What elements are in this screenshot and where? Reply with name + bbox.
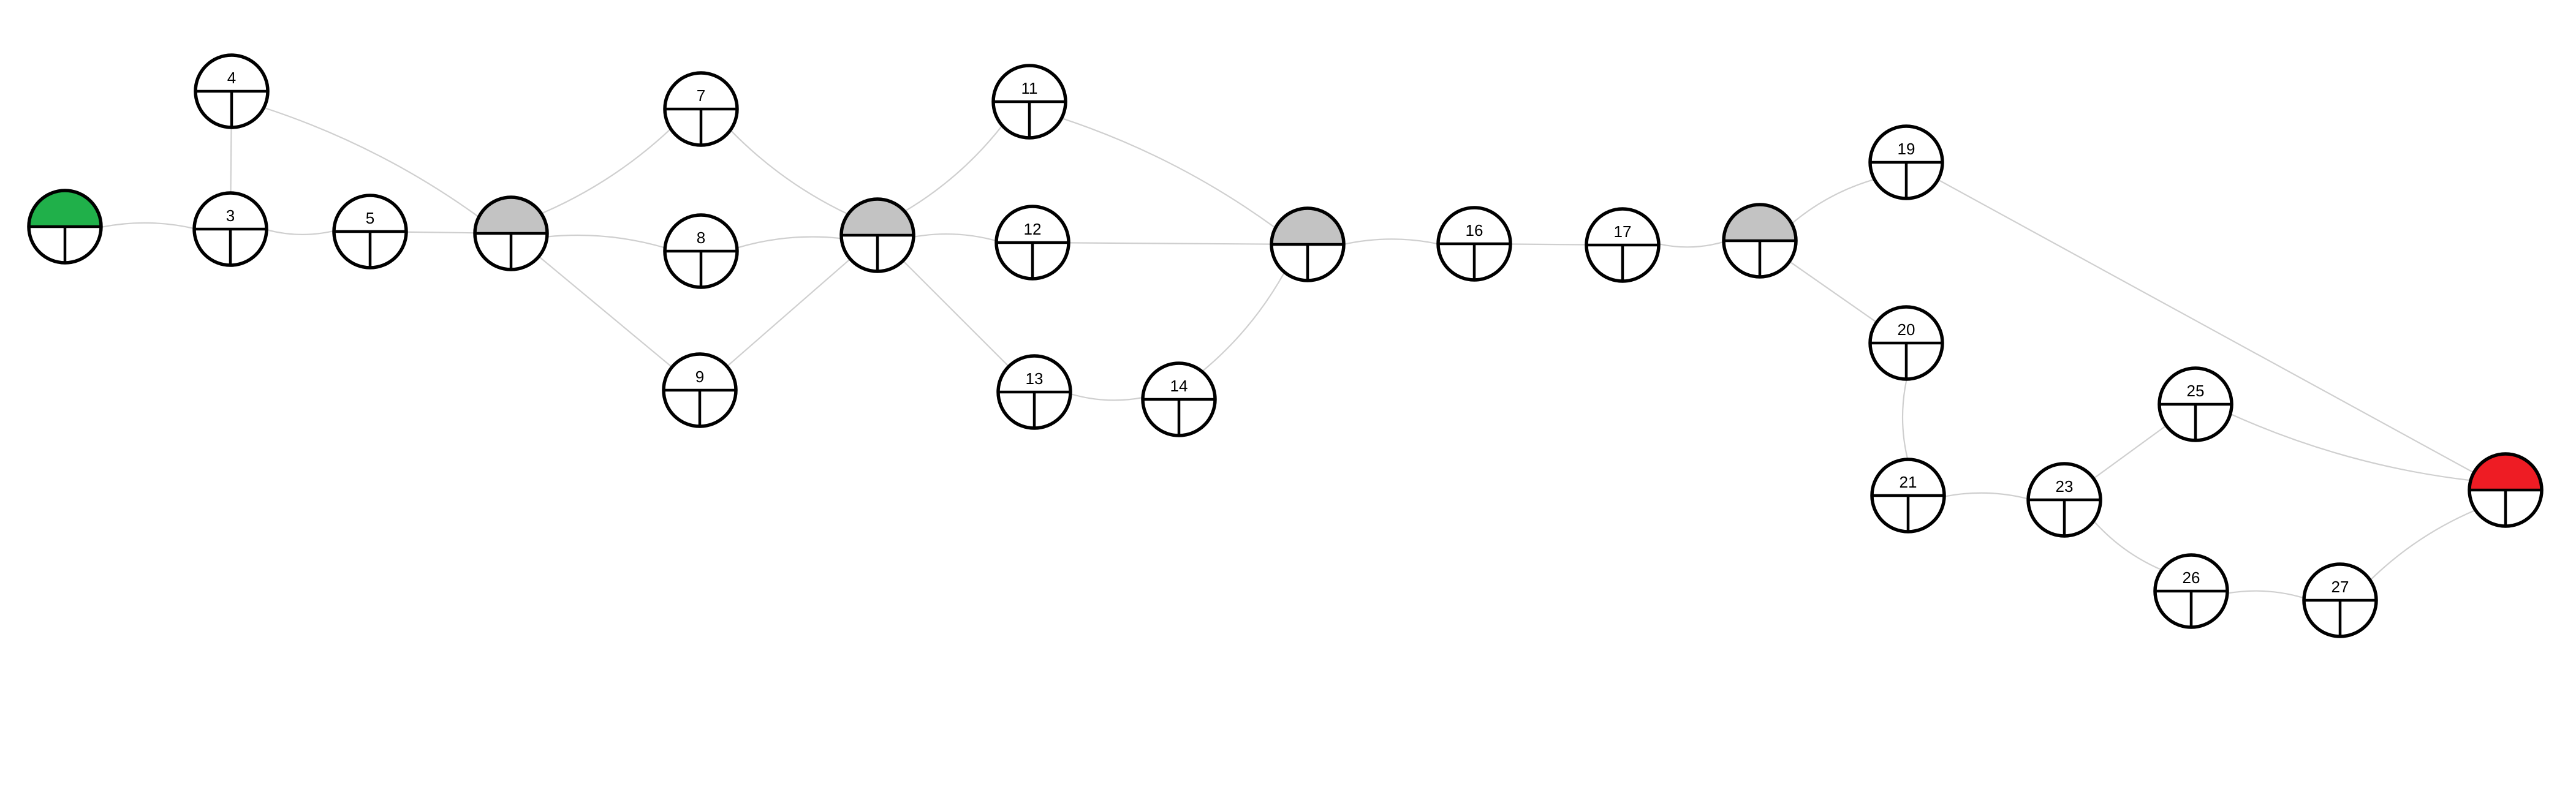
node-start (27, 189, 103, 265)
node-m2 (839, 197, 915, 273)
edge-n11-m3 (1061, 117, 1276, 229)
edge-m2-n13 (902, 260, 1010, 368)
edge-n13-n14 (1069, 393, 1144, 401)
node-top-fill (2469, 454, 2542, 490)
node-n25: 25 (2157, 366, 2233, 442)
node-n8: 8 (663, 213, 739, 289)
node-n26: 26 (2153, 553, 2229, 629)
edge-n21-n23 (1943, 492, 2029, 500)
node-n16: 16 (1436, 206, 1512, 282)
edges-layer (100, 107, 2477, 599)
node-n14: 14 (1141, 361, 1217, 437)
edge-n23-n25 (2093, 424, 2167, 480)
node-label: 12 (1024, 220, 1042, 238)
node-label: 13 (1026, 369, 1044, 388)
edge-n27-end (2369, 509, 2477, 581)
node-label: 16 (1466, 221, 1483, 240)
node-label: 3 (226, 206, 235, 225)
edge-m1-n9 (538, 255, 673, 368)
node-n19: 19 (1868, 124, 1944, 200)
node-n20: 20 (1868, 305, 1944, 381)
node-top-fill (1724, 205, 1796, 241)
edge-n23-n26 (2093, 520, 2163, 571)
node-label: 17 (1614, 222, 1632, 241)
node-n7: 7 (663, 71, 739, 147)
node-n27: 27 (2302, 562, 2378, 638)
node-n4: 4 (194, 53, 270, 129)
node-end (2468, 452, 2544, 528)
edge-m1-n8 (546, 234, 666, 249)
node-m3 (1270, 206, 1346, 282)
edge-n3-n4 (230, 126, 232, 194)
node-n3: 3 (192, 191, 268, 267)
edge-n17-m4 (1657, 241, 1725, 248)
edge-n19-end (1937, 179, 2475, 473)
edge-n5-m1 (405, 231, 476, 234)
node-n23: 23 (2026, 462, 2102, 538)
node-label: 14 (1170, 377, 1188, 395)
node-n9: 9 (662, 352, 738, 428)
node-top-fill (475, 197, 547, 233)
edge-start-n3 (100, 222, 195, 230)
node-n11: 11 (991, 64, 1067, 140)
node-label: 5 (366, 209, 374, 227)
node-label: 7 (697, 86, 705, 105)
edge-n25-end (2229, 413, 2472, 481)
node-label: 23 (2056, 477, 2074, 496)
node-label: 8 (697, 228, 705, 247)
node-label: 21 (1900, 473, 1917, 491)
nodes-layer: 3 4 5 7 8 9 11 12 13 14 16 17 19 20 21 23 25 26 27 (27, 53, 2544, 638)
node-label: 26 (2183, 568, 2200, 587)
node-top-fill (841, 199, 914, 235)
edge-n3-n5 (265, 228, 335, 235)
node-n5: 5 (332, 194, 408, 270)
edge-n20-n21 (1901, 378, 1909, 461)
node-label: 20 (1898, 320, 1915, 339)
node-label: 11 (1021, 79, 1038, 97)
node-n13: 13 (996, 354, 1072, 430)
node-top-fill (29, 190, 101, 227)
edge-n9-m2 (726, 258, 851, 368)
edge-m4-n19 (1790, 178, 1876, 225)
node-label: 19 (1898, 140, 1915, 158)
node-n17: 17 (1585, 207, 1661, 283)
node-top-fill (1271, 208, 1344, 244)
edge-n14-m3 (1201, 271, 1286, 372)
edge-n26-n27 (2226, 590, 2305, 599)
edge-n8-m2 (736, 236, 843, 249)
edge-n4-m1 (263, 107, 480, 218)
node-n21: 21 (1870, 458, 1946, 534)
node-label: 9 (695, 368, 704, 386)
edge-m3-n16 (1343, 238, 1439, 245)
edge-n7-m2 (729, 129, 849, 215)
edge-n12-m3 (1067, 242, 1273, 245)
node-m4 (1722, 203, 1798, 279)
node-label: 27 (2332, 578, 2349, 596)
node-label: 4 (227, 69, 236, 87)
edge-m1-n7 (540, 128, 672, 214)
edge-m4-n20 (1789, 260, 1877, 323)
node-m1 (473, 195, 549, 271)
edge-m2-n12 (912, 233, 998, 242)
node-n12: 12 (994, 205, 1070, 281)
node-label: 25 (2187, 382, 2205, 400)
edge-m2-n11 (904, 124, 1003, 213)
